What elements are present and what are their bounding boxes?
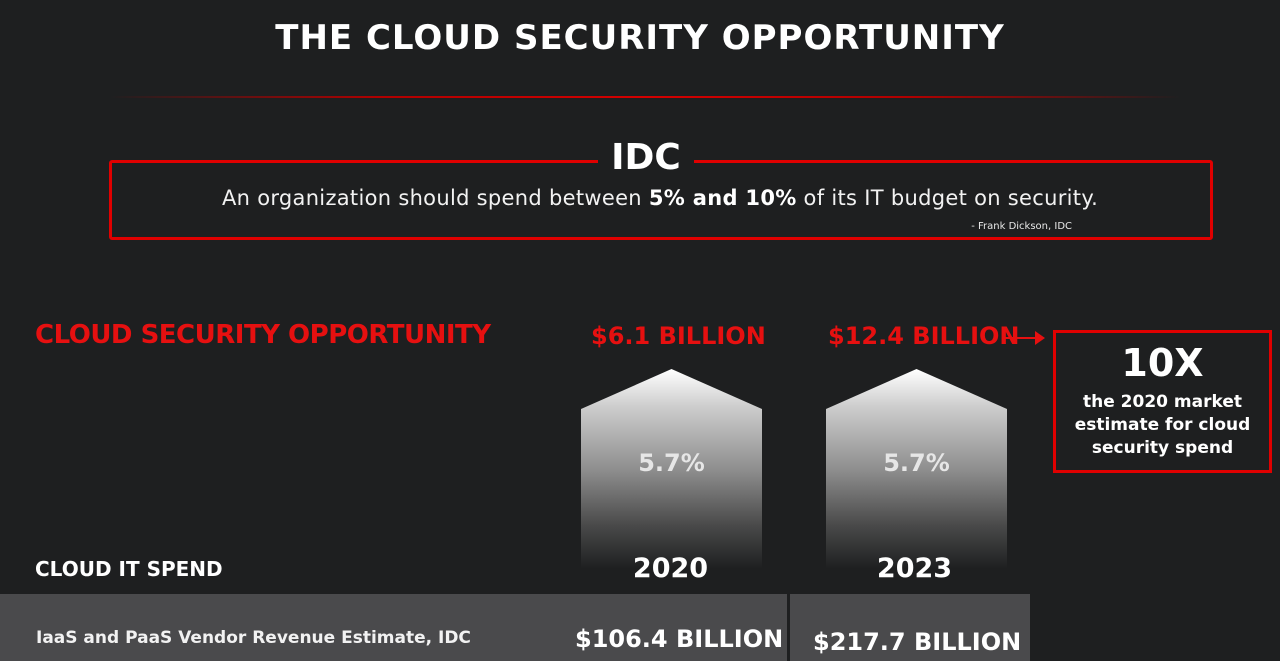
quote-text: An organization should spend between 5% … — [110, 186, 1210, 210]
revenue-row-separator — [787, 594, 790, 661]
revenue-row-label: IaaS and PaaS Vendor Revenue Estimate, I… — [36, 628, 471, 648]
cloud-it-spend-label: CLOUD IT SPEND — [35, 557, 223, 581]
page-title: THE CLOUD SECURITY OPPORTUNITY — [275, 18, 1005, 58]
percent-2023: 5.7% — [883, 449, 950, 477]
quote-source-label: IDC — [598, 136, 694, 180]
title-divider — [110, 96, 1180, 98]
callout-text: the 2020 market estimate for cloud secur… — [1074, 392, 1251, 458]
amount-2023: $12.4 BILLION — [828, 322, 1020, 350]
percent-2020: 5.7% — [638, 449, 705, 477]
callout-multiplier: 10X — [1121, 341, 1204, 385]
revenue-2023: $217.7 BILLION — [813, 628, 1022, 656]
callout-box: 10X the 2020 market estimate for cloud s… — [1053, 330, 1272, 473]
revenue-row-band — [0, 594, 1030, 661]
opportunity-heading: CLOUD SECURITY OPPORTUNITY — [35, 320, 491, 350]
amount-2020: $6.1 BILLION — [591, 322, 766, 350]
year-2020: 2020 — [632, 553, 709, 584]
quote-attribution: - Frank Dickson, IDC — [971, 221, 1072, 232]
arrow-right-icon — [1035, 331, 1045, 345]
column-shape-2020: 5.7% — [581, 369, 762, 569]
arrow-line — [1005, 337, 1037, 339]
quote-text-bold: 5% and 10% — [648, 186, 797, 210]
column-shape-2023: 5.7% — [826, 369, 1007, 569]
quote-text-after: of its IT budget on security. — [796, 186, 1099, 210]
quote-text-before: An organization should spend between — [221, 186, 649, 210]
revenue-2020: $106.4 BILLION — [575, 625, 784, 653]
year-2023: 2023 — [876, 553, 953, 584]
